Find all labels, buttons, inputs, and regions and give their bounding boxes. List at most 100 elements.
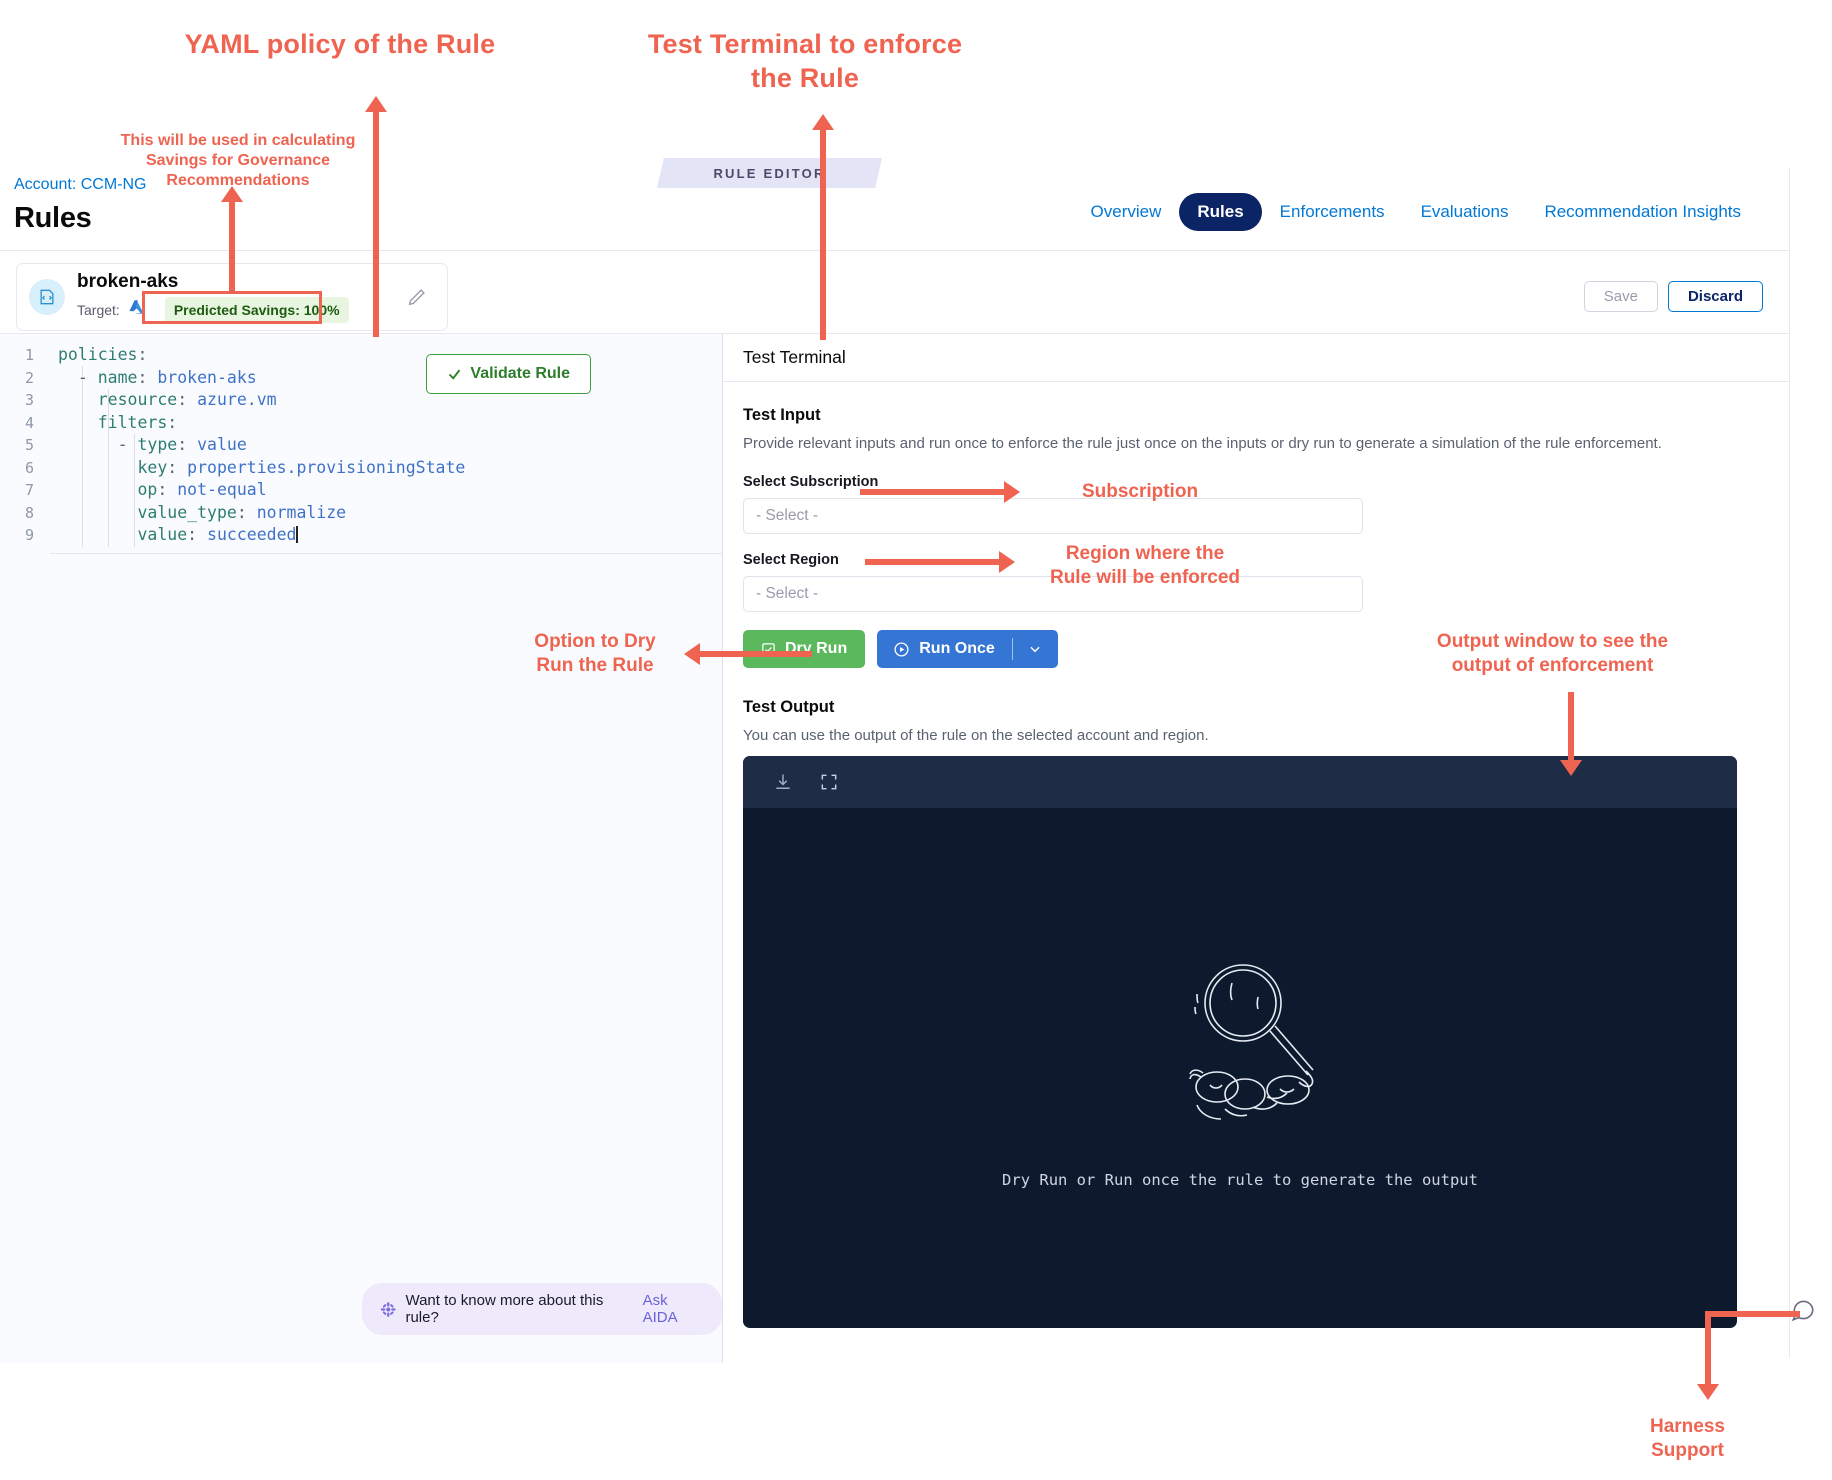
yaml-editor-pane[interactable]: 1 policies: 2 - name: broken-aks 3 resour… [0, 334, 723, 1363]
save-button[interactable]: Save [1583, 281, 1658, 312]
fullscreen-icon[interactable] [819, 772, 839, 792]
line-number: 5 [24, 436, 34, 454]
tab-evaluations[interactable]: Evaluations [1420, 202, 1509, 221]
code-line: 5 - type: value [0, 434, 722, 457]
select-subscription-value: - Select - [756, 507, 819, 524]
yaml-key: policies [58, 345, 138, 364]
chevron-down-icon [1030, 646, 1040, 653]
line-number: 9 [24, 526, 34, 544]
app-window: Account: CCM-NG Rules RULE EDITOR Overvi… [0, 158, 1790, 1363]
run-once-label: Run Once [919, 640, 995, 657]
predicted-savings-badge: Predicted Savings: 100% [164, 296, 349, 323]
select-subscription-label: Select Subscription [743, 474, 879, 490]
page-title: Rules [14, 202, 92, 234]
test-terminal-pane: Test Terminal Test Input Provide relevan… [723, 334, 1789, 1363]
dry-run-button[interactable]: Dry Run [743, 630, 866, 668]
yaml-key: name [97, 367, 138, 387]
edit-rule-button[interactable] [399, 279, 435, 315]
rule-target-line: Target: Predicted Savings: 100% [77, 296, 399, 323]
run-once-button[interactable]: Run Once [877, 630, 1058, 668]
yaml-key: value [137, 525, 188, 544]
annotation-arrowhead-region [999, 551, 1015, 573]
test-input-title: Test Input [743, 406, 821, 424]
annotation-arrow-dry-run [700, 651, 812, 657]
yaml-value: properties.provisioningState [187, 457, 466, 477]
rule-code-icon [29, 279, 65, 315]
yaml-value: broken-aks [157, 367, 257, 387]
code-line: 9 value: succeeded [0, 524, 722, 547]
yaml-key: filters [97, 412, 168, 432]
code-line: 7 op: not-equal [0, 479, 722, 502]
rule-editor-chip: RULE EDITOR [657, 158, 882, 188]
tab-recommendation-insights[interactable]: Recommendation Insights [1544, 202, 1741, 221]
annotation-region: Region where the Rule will be enforced [1049, 543, 1241, 588]
run-once-dropdown-toggle[interactable] [1028, 642, 1054, 656]
magnifier-illustration [1189, 964, 1314, 1120]
code-line: 4 filters: [0, 412, 722, 435]
annotation-arrowhead-savings [221, 186, 243, 202]
rule-name: broken-aks [77, 271, 179, 293]
yaml-key: key [137, 457, 168, 477]
annotation-arrowhead-subscription [1004, 481, 1020, 503]
annotation-arrow-yaml [373, 112, 379, 337]
app-header: Account: CCM-NG Rules RULE EDITOR Overvi… [0, 158, 1789, 246]
discard-button[interactable]: Discard [1667, 281, 1763, 312]
annotation-arrow-terminal [820, 130, 826, 340]
tab-rules[interactable]: Rules [1179, 193, 1262, 231]
ask-aida-pill[interactable]: Want to know more about this rule? Ask A… [362, 1283, 722, 1335]
annotation-arrow-output [1568, 692, 1574, 762]
line-number: 6 [24, 458, 34, 477]
annotation-arrow-region [865, 559, 1005, 565]
annotation-dry-run: Option to Dry Run the Rule [534, 631, 656, 676]
azure-icon [127, 299, 146, 320]
validate-rule-button[interactable]: Validate Rule [426, 354, 591, 394]
download-icon[interactable] [773, 772, 793, 792]
play-circle-icon [894, 641, 909, 657]
annotation-yaml-policy: YAML policy of the Rule [184, 29, 496, 59]
rule-target-label: Target: [77, 301, 120, 318]
annotation-arrow-support-h [1705, 1311, 1800, 1317]
yaml-code[interactable]: 1 policies: 2 - name: broken-aks 3 resour… [0, 334, 722, 547]
line-number: 4 [24, 413, 34, 432]
editor-rule-divider [50, 553, 722, 554]
test-terminal-body: Test Input Provide relevant inputs and r… [723, 382, 1789, 1328]
yaml-value: value [197, 435, 247, 454]
terminal-toolbar [743, 756, 1737, 808]
annotation-arrowhead-yaml [365, 96, 387, 112]
line-number: 1 [24, 346, 34, 364]
test-input-description: Provide relevant inputs and run once to … [743, 435, 1662, 452]
select-subscription-input[interactable]: - Select - [743, 498, 1363, 534]
yaml-key: type [137, 435, 178, 454]
aida-link[interactable]: Ask AIDA [642, 1292, 678, 1326]
annotation-arrow-support-v [1705, 1311, 1711, 1386]
annotation-arrowhead-output [1560, 760, 1582, 776]
test-output-description: You can use the output of the rule on th… [743, 727, 1209, 744]
yaml-value: normalize [256, 502, 347, 522]
code-line: 2 - name: broken-aks [0, 367, 722, 390]
annotation-arrow-subscription [860, 489, 1010, 495]
nav-tabs: Overview Rules Enforcements Evaluations … [1073, 193, 1759, 231]
check-icon [449, 369, 461, 380]
test-terminal-title: Test Terminal [723, 334, 1789, 382]
code-line: 1 policies: [0, 344, 722, 367]
header-divider [0, 250, 1789, 251]
line-number: 8 [24, 503, 34, 522]
select-region-label: Select Region [743, 552, 839, 568]
validate-rule-label: Validate Rule [470, 365, 570, 382]
aida-text: Want to know more about this rule? [405, 1292, 604, 1326]
yaml-value: azure.vm [197, 390, 277, 409]
test-output-title: Test Output [743, 698, 835, 716]
line-number: 7 [24, 481, 34, 499]
chat-support-icon [1791, 1300, 1814, 1322]
run-once-separator [1011, 638, 1013, 660]
terminal-empty-caption: Dry Run or Run once the rule to generate… [1002, 1171, 1478, 1189]
yaml-value: not-equal [177, 480, 267, 499]
tab-overview[interactable]: Overview [1090, 202, 1162, 221]
tab-enforcements[interactable]: Enforcements [1279, 202, 1385, 221]
annotation-box-savings [142, 291, 322, 324]
select-region-input[interactable]: - Select - [743, 576, 1363, 612]
annotation-arrowhead-support [1697, 1384, 1719, 1400]
code-line: 8 value_type: normalize [0, 502, 722, 525]
select-region-value: - Select - [756, 585, 819, 602]
code-line: 3 resource: azure.vm [0, 389, 722, 412]
